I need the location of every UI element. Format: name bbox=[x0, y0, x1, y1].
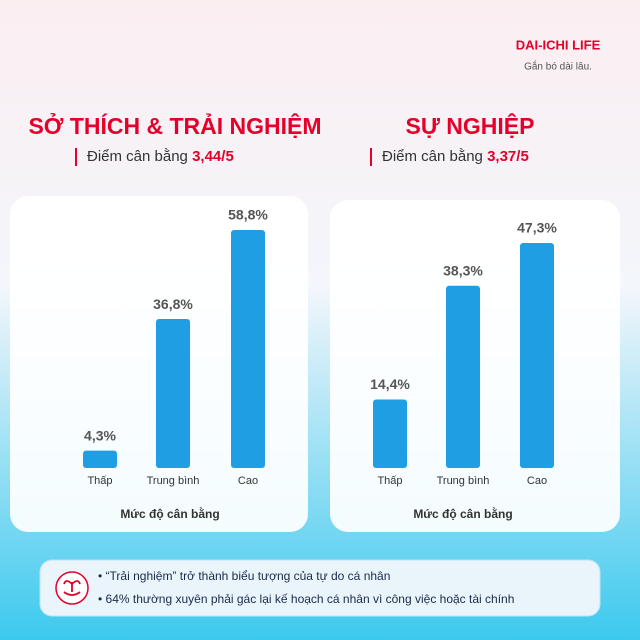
value-label: 38,3% bbox=[443, 263, 483, 279]
bar bbox=[373, 399, 407, 468]
x-tick-label: Cao bbox=[238, 475, 258, 487]
logo: DAI-ICHI LIFE bbox=[516, 37, 601, 52]
tagline: Gắn bó dài lâu. bbox=[524, 60, 592, 73]
bar bbox=[446, 285, 480, 468]
value-label: 14,4% bbox=[370, 376, 410, 392]
x-tick-label: Trung bình bbox=[147, 475, 200, 487]
value-label: 36,8% bbox=[153, 296, 193, 312]
chart-title: SỞ THÍCH & TRẢI NGHIỆM bbox=[28, 111, 321, 139]
score: 3,44/5 bbox=[192, 148, 234, 165]
bar bbox=[156, 319, 190, 468]
chart-title: SỰ NGHIỆP bbox=[406, 112, 535, 139]
bar bbox=[83, 450, 117, 468]
x-tick-label: Trung bình bbox=[437, 475, 490, 487]
note-text: 64% thường xuyên phải gác lại kế hoạch c… bbox=[106, 592, 515, 606]
note-icon-plant bbox=[63, 580, 81, 596]
bar bbox=[231, 230, 265, 468]
subtitle: Điểm cân bằng 3,44/5 bbox=[87, 148, 234, 165]
subtitle-text: Điểm cân bằng bbox=[87, 148, 188, 165]
subtitle-marker bbox=[370, 148, 372, 166]
x-axis-label: Mức độ cân bằng bbox=[413, 506, 512, 521]
notes-box bbox=[39, 559, 601, 617]
value-label: 4,3% bbox=[84, 427, 116, 443]
note: • 64% thường xuyên phải gác lại kế hoạch… bbox=[98, 592, 514, 606]
subtitle-text: Điểm cân bằng bbox=[382, 148, 483, 165]
x-tick-label: Thấp bbox=[87, 475, 112, 487]
bar bbox=[520, 243, 554, 468]
value-label: 58,8% bbox=[228, 207, 268, 223]
note: • “Trải nghiệm” trở thành biểu tượng của… bbox=[98, 569, 390, 583]
value-label: 47,3% bbox=[517, 220, 557, 236]
x-axis-label: Mức độ cân bằng bbox=[120, 506, 219, 521]
subtitle-marker bbox=[75, 148, 77, 166]
x-tick-label: Thấp bbox=[377, 475, 402, 487]
x-tick-label: Cao bbox=[527, 475, 547, 487]
score: 3,37/5 bbox=[487, 148, 529, 165]
subtitle: Điểm cân bằng 3,37/5 bbox=[382, 148, 529, 165]
note-text: “Trải nghiệm” trở thành biểu tượng của t… bbox=[106, 569, 391, 583]
